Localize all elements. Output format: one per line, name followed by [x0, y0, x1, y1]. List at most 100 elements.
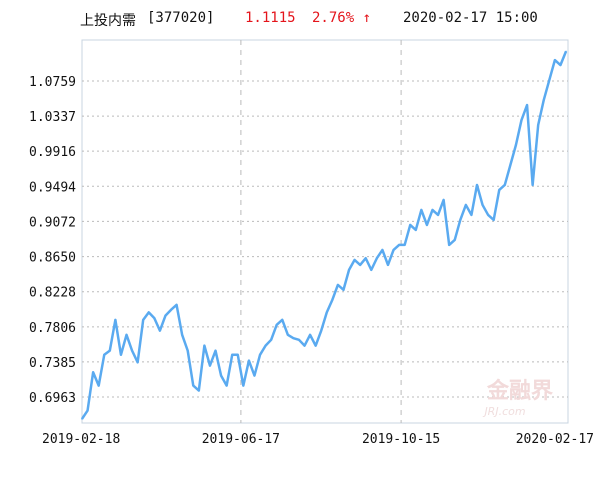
data-point — [459, 219, 462, 221]
data-point — [142, 319, 144, 321]
data-point — [398, 244, 400, 246]
data-point — [231, 353, 234, 356]
data-point — [236, 353, 239, 356]
data-point — [498, 189, 501, 191]
y-tick-label: 0.7385 — [29, 356, 76, 371]
data-point — [442, 199, 445, 201]
data-point — [281, 319, 284, 321]
data-point — [381, 249, 384, 251]
data-point — [203, 344, 206, 347]
fund-name: 上投内需 — [80, 13, 136, 29]
data-point — [225, 384, 228, 387]
watermark-logo: 金融界 — [486, 378, 553, 404]
fund-price: 1.1115 — [245, 10, 296, 26]
y-tick-label: 0.6963 — [29, 391, 76, 406]
data-point — [376, 257, 378, 260]
data-point — [159, 329, 161, 332]
data-point — [136, 361, 139, 364]
data-point — [86, 409, 89, 412]
y-tick-label: 0.8228 — [29, 286, 76, 301]
data-point — [431, 209, 434, 211]
data-point — [292, 337, 295, 339]
data-point — [320, 329, 323, 332]
data-point — [259, 353, 261, 356]
data-point — [403, 244, 406, 246]
quote-datetime: 2020-02-17 15:00 — [403, 10, 538, 26]
x-tick-label: 2020-02-17 — [516, 432, 594, 447]
data-point — [348, 269, 350, 271]
data-point — [248, 359, 250, 362]
data-point — [353, 259, 356, 261]
y-tick-label: 0.9494 — [29, 180, 76, 195]
data-point — [164, 314, 167, 317]
data-point — [270, 339, 272, 341]
data-point — [125, 334, 128, 336]
data-point — [303, 344, 306, 347]
data-point — [103, 353, 106, 356]
data-point — [325, 311, 328, 314]
data-point — [209, 364, 211, 367]
x-tick-label: 2019-02-18 — [42, 432, 120, 447]
data-point — [192, 384, 195, 387]
x-tick-label: 2019-06-17 — [202, 432, 280, 447]
data-point — [414, 229, 417, 231]
data-point — [264, 344, 267, 347]
data-point — [198, 389, 200, 392]
data-point — [531, 184, 534, 186]
data-point — [242, 384, 245, 387]
data-point — [309, 334, 311, 336]
data-point — [287, 334, 289, 336]
y-tick-label: 0.8650 — [29, 251, 76, 266]
series-line — [80, 50, 568, 420]
data-point — [170, 309, 172, 311]
data-point — [565, 50, 567, 53]
data-point — [470, 214, 473, 216]
data-point — [537, 124, 539, 126]
data-point — [492, 219, 495, 221]
data-point — [175, 304, 178, 306]
data-point — [465, 204, 467, 206]
data-point — [314, 344, 317, 347]
data-point — [387, 264, 389, 266]
data-point — [131, 349, 133, 352]
data-point — [542, 99, 545, 101]
y-tick-label: 0.7806 — [29, 321, 76, 336]
data-point — [181, 334, 183, 336]
data-point — [476, 184, 478, 186]
y-tick-label: 1.0759 — [29, 75, 76, 90]
data-point — [342, 289, 345, 291]
data-point — [520, 119, 523, 121]
data-point — [298, 339, 300, 341]
y-tick-label: 0.9072 — [29, 215, 76, 230]
data-point — [275, 324, 278, 326]
data-point — [437, 214, 439, 216]
data-point — [487, 214, 489, 216]
data-point — [109, 349, 111, 352]
data-point — [509, 164, 512, 166]
data-point — [359, 264, 361, 266]
data-point — [554, 59, 556, 61]
data-point — [331, 299, 334, 301]
data-point — [114, 319, 117, 321]
x-tick-label: 2019-10-15 — [362, 432, 440, 447]
data-point — [548, 79, 551, 81]
data-point — [515, 144, 517, 146]
data-point — [253, 374, 256, 377]
data-point — [364, 257, 367, 260]
data-point — [214, 349, 217, 352]
y-tick-label: 0.9916 — [29, 145, 76, 160]
data-point — [92, 371, 94, 374]
data-point — [526, 104, 528, 106]
data-point — [147, 311, 150, 314]
data-point — [186, 349, 189, 352]
data-point — [220, 374, 222, 377]
data-point — [426, 224, 428, 226]
y-tick-label: 1.0337 — [29, 110, 76, 125]
fund-change: 2.76% ↑ — [312, 10, 372, 26]
data-point — [453, 239, 456, 241]
data-point — [120, 353, 122, 356]
data-point — [97, 384, 100, 387]
data-point — [409, 224, 412, 226]
